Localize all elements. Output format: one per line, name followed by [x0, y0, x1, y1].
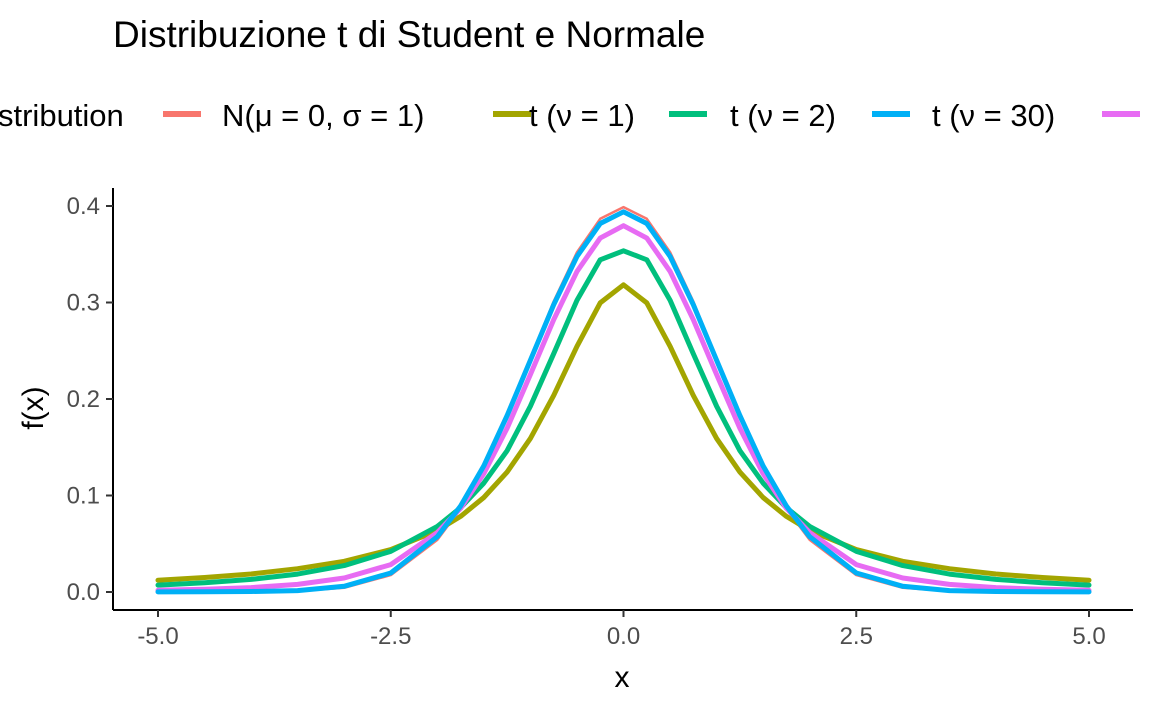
y-tick-label: 0.1: [67, 483, 100, 510]
y-axis-title: f(x): [17, 386, 50, 429]
legend-label-1: N(μ = 0, σ = 1): [222, 98, 424, 133]
chart-title: Distribuzione t di Student e Normale: [113, 14, 705, 55]
plot-lines: [155, 205, 1092, 595]
series-line-2: [155, 282, 1092, 583]
y-tick-label: 0.3: [67, 290, 100, 317]
x-tick-label: -5.0: [137, 623, 178, 650]
y-tick-label: 0.4: [67, 193, 100, 220]
series-line-5: [155, 223, 1092, 593]
series-line-4: [155, 209, 1092, 595]
legend-label-3: t (ν = 2): [730, 98, 836, 133]
series-line-3: [155, 248, 1092, 588]
series-line-1: [156, 205, 1091, 594]
x-tick-label: -2.5: [370, 623, 411, 650]
x-tick-label: 5.0: [1072, 623, 1105, 650]
x-tick-label: 2.5: [840, 623, 873, 650]
y-tick-label: 0.0: [67, 579, 100, 606]
x-tick-label: 0.0: [607, 623, 640, 650]
legend: stribution N(μ = 0, σ = 1) t (ν = 1) t (ν …: [0, 98, 1140, 133]
legend-label-4: t (ν = 30): [932, 98, 1055, 133]
legend-label-2: t (ν = 1): [529, 98, 635, 133]
y-tick-label: 0.2: [67, 386, 100, 413]
x-axis-title: x: [615, 661, 630, 694]
axes: 0.0 0.1 0.2 0.3 0.4 -5.0 -2.5 0.0 2.5 5.0: [67, 188, 1133, 650]
legend-title: stribution: [0, 98, 124, 133]
